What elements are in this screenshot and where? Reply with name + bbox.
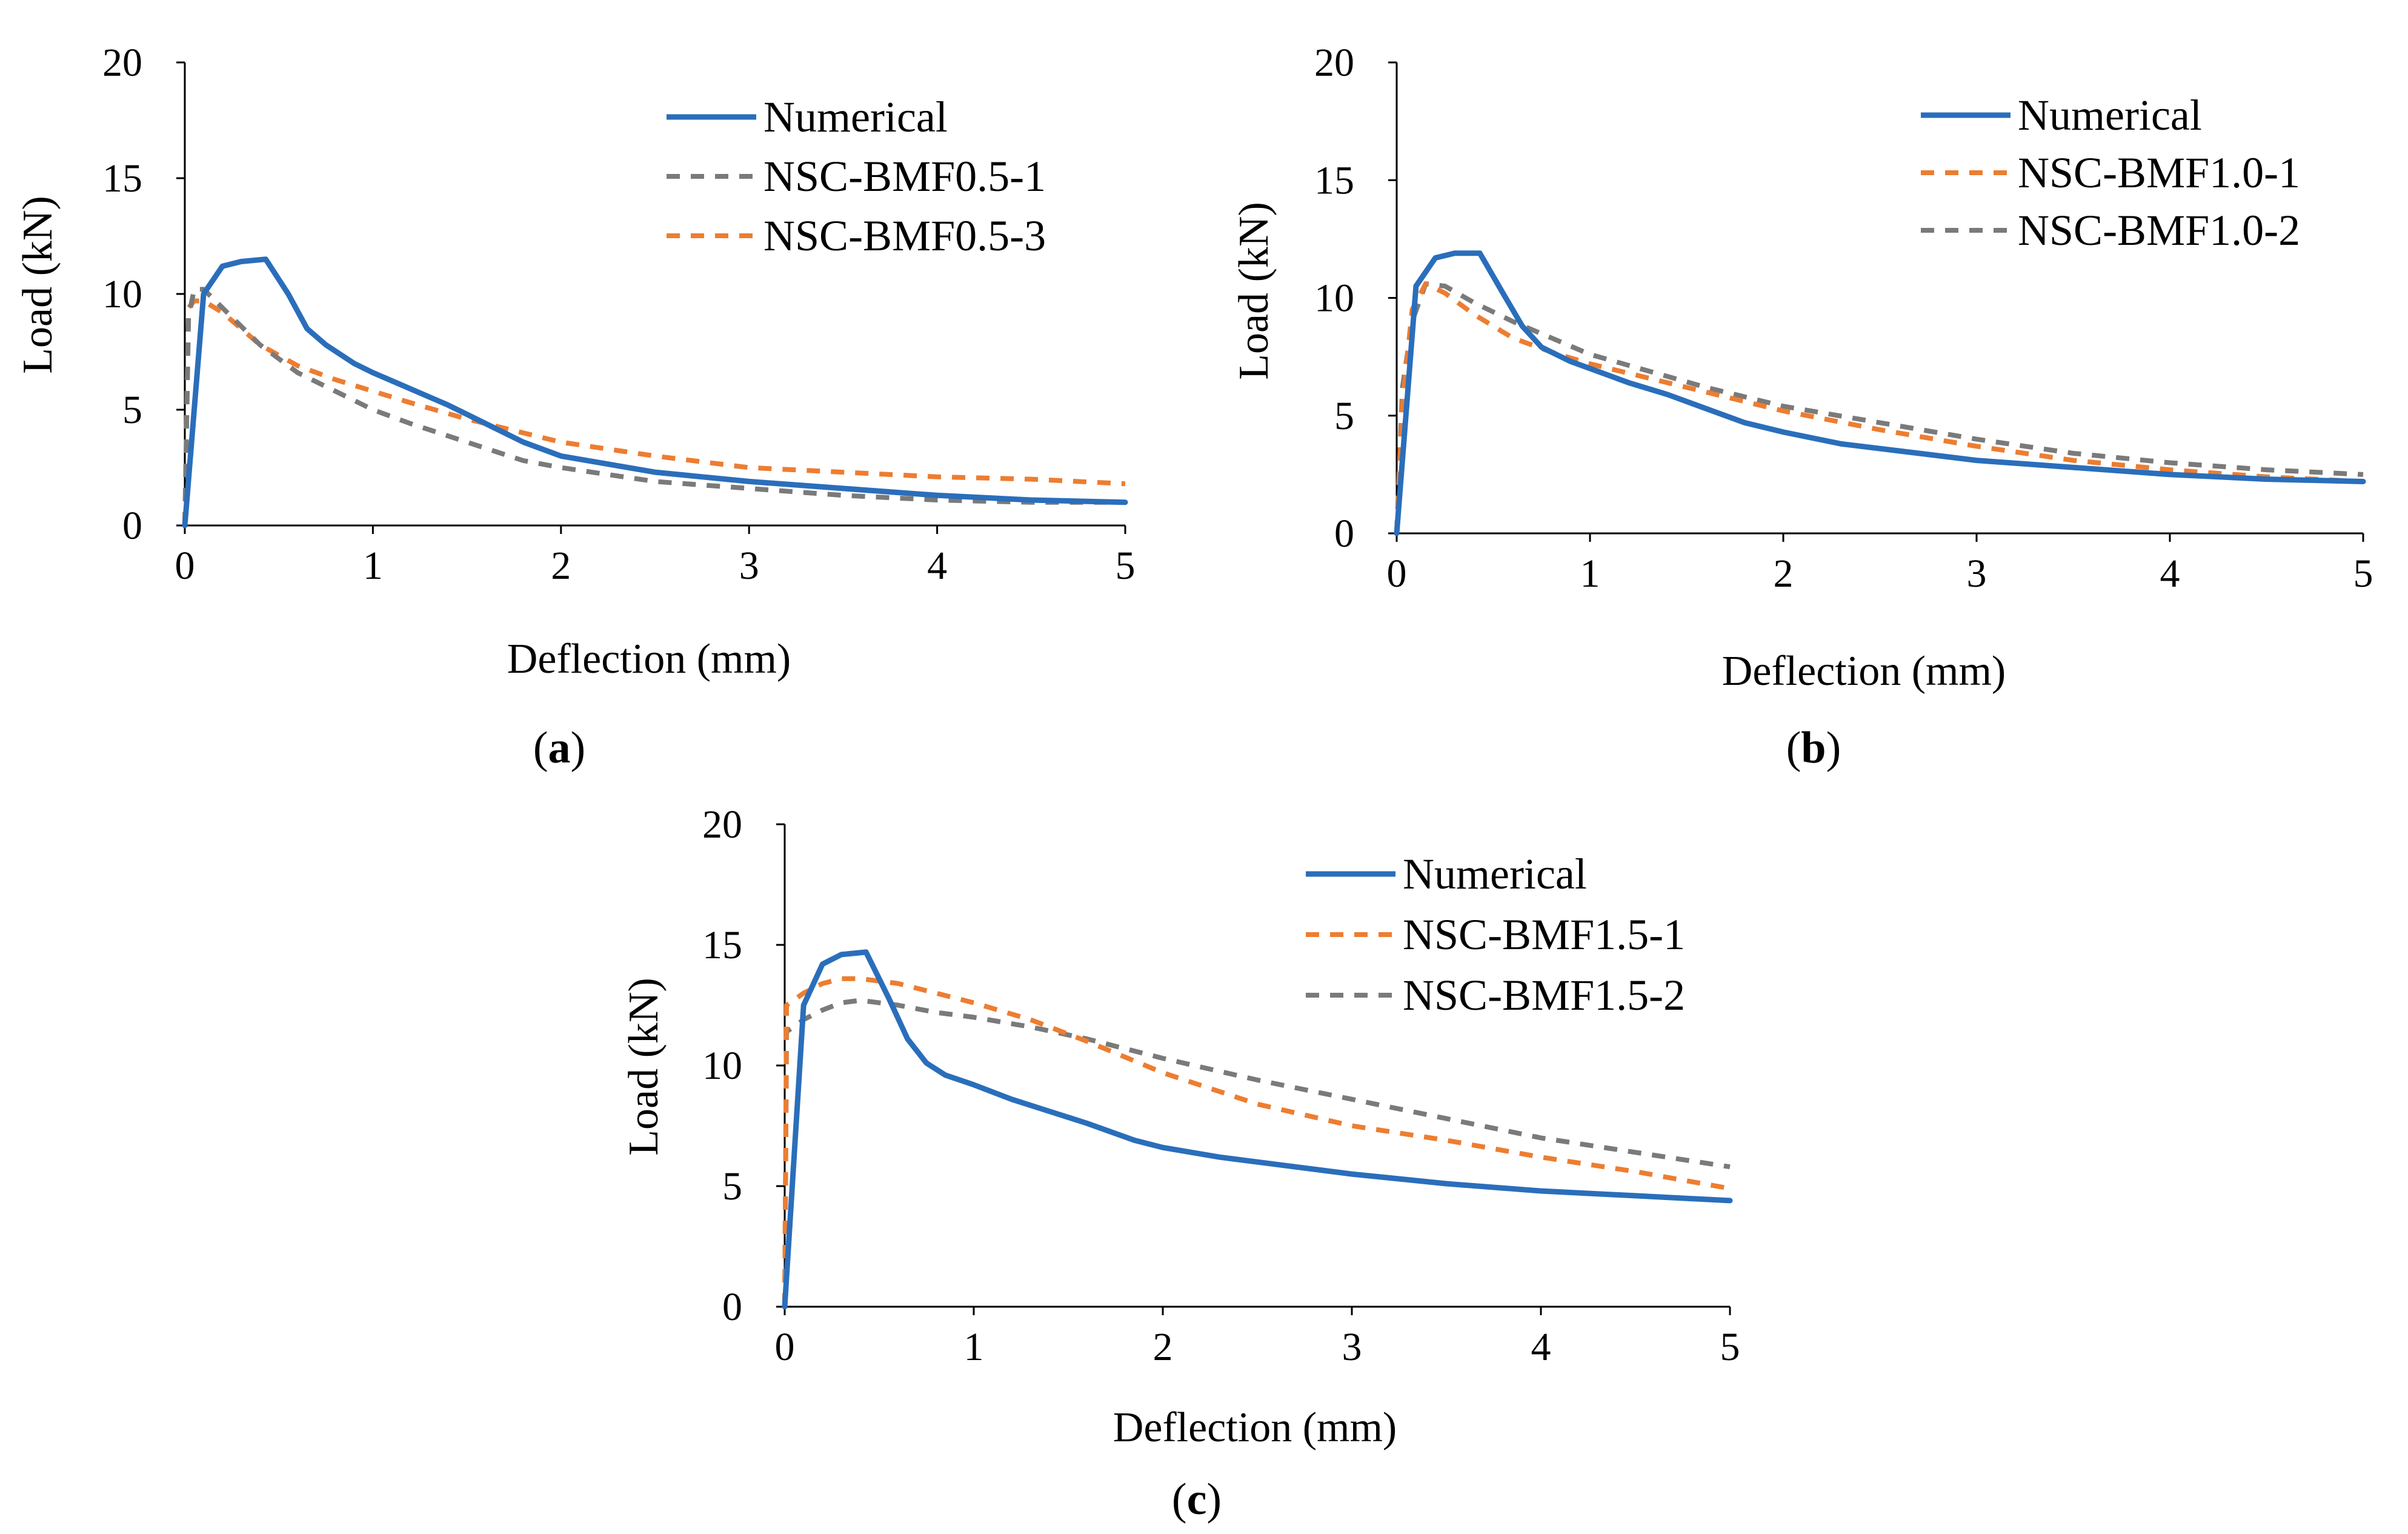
series-line-numerical-c bbox=[782, 949, 1733, 1310]
y-tick-label-c: 0 bbox=[722, 1285, 742, 1329]
x-tick-label-a: 2 bbox=[551, 544, 571, 588]
legend-label-numerical-c: Numerical bbox=[1403, 850, 1587, 898]
series-line-nsc-bmf1-0-1-b bbox=[1394, 281, 2364, 534]
legend-label-nsc-bmf0-5-1-a: NSC-BMF0.5-1 bbox=[763, 152, 1046, 201]
y-tick-label-b: 10 bbox=[1314, 276, 1354, 321]
x-axis-label-b: Deflection (mm) bbox=[1722, 648, 2006, 695]
panel-caption-c: (c) bbox=[1172, 1475, 1222, 1524]
y-tick-label-c: 5 bbox=[722, 1164, 742, 1209]
x-tick-label-a: 0 bbox=[175, 544, 195, 588]
series-line-nsc-bmf1-0-2-b bbox=[1394, 281, 2364, 534]
x-tick-label-c: 2 bbox=[1153, 1325, 1173, 1369]
caption-letter-c: c bbox=[1187, 1475, 1207, 1524]
x-tick-label-b: 4 bbox=[2160, 552, 2180, 596]
x-tick-label-b: 0 bbox=[1387, 552, 1407, 596]
y-axis-label-c: Load (kN) bbox=[620, 978, 667, 1156]
panel-caption-a: (a) bbox=[533, 723, 585, 773]
y-tick-label-a: 10 bbox=[102, 272, 142, 316]
series-line-numerical-a bbox=[182, 256, 1128, 529]
x-axis-label-a: Deflection (mm) bbox=[507, 636, 791, 682]
legend-label-nsc-bmf1-5-2-c: NSC-BMF1.5-2 bbox=[1403, 971, 1685, 1019]
y-tick-label-a: 15 bbox=[102, 156, 142, 201]
y-tick-label-c: 15 bbox=[702, 923, 742, 967]
x-tick-label-a: 5 bbox=[1116, 544, 1136, 588]
legend-label-nsc-bmf1-5-1-c: NSC-BMF1.5-1 bbox=[1403, 910, 1685, 959]
legend-label-numerical-b: Numerical bbox=[2018, 91, 2202, 139]
y-tick-label-c: 20 bbox=[702, 802, 742, 847]
y-tick-label-c: 10 bbox=[702, 1044, 742, 1088]
y-tick-label-a: 5 bbox=[122, 388, 142, 432]
y-axis-label-a: Load (kN) bbox=[15, 196, 61, 374]
y-tick-label-b: 0 bbox=[1334, 512, 1354, 556]
legend-label-nsc-bmf1-0-2-b: NSC-BMF1.0-2 bbox=[2018, 206, 2300, 255]
x-tick-label-c: 5 bbox=[1720, 1325, 1740, 1369]
x-tick-label-c: 3 bbox=[1342, 1325, 1362, 1369]
panel-caption-b: (b) bbox=[1786, 723, 1841, 773]
x-tick-label-c: 0 bbox=[775, 1325, 795, 1369]
x-tick-label-c: 1 bbox=[964, 1325, 984, 1369]
series-line-nsc-bmf0-5-1-a bbox=[182, 287, 1125, 526]
chart-panel-c: 0 1 2 3 4 5 0 5 10 15 20 Numerical NSC-BMF1.5-1 NSC-B… bbox=[620, 802, 1740, 1524]
series-line-numerical-b bbox=[1394, 250, 2366, 536]
x-tick-label-c: 4 bbox=[1531, 1325, 1551, 1369]
y-tick-label-b: 5 bbox=[1334, 394, 1354, 438]
series-line-nsc-bmf0-5-3-a bbox=[182, 298, 1126, 526]
y-tick-label-b: 20 bbox=[1314, 41, 1354, 85]
series-line-nsc-bmf1-5-2-c bbox=[782, 998, 1731, 1307]
caption-letter-b: b bbox=[1801, 723, 1826, 773]
legend-label-numerical-a: Numerical bbox=[763, 93, 948, 141]
x-tick-label-a: 1 bbox=[363, 544, 383, 588]
chart-panel-a: 0 1 2 3 4 5 0 5 10 15 20 Numerical NSC-BMF0.5-1 NSC-B… bbox=[15, 41, 1136, 773]
legend-label-nsc-bmf0-5-3-a: NSC-BMF0.5-3 bbox=[763, 212, 1046, 260]
y-tick-label-a: 20 bbox=[102, 41, 142, 85]
plot-elements-b: 0 1 2 3 4 5 0 5 10 15 20 Numerical NSC-BMF1.0-1 NSC-B… bbox=[1314, 41, 2373, 596]
y-axis-label-b: Load (kN) bbox=[1231, 202, 1277, 380]
x-tick-label-b: 2 bbox=[1774, 552, 1794, 596]
x-tick-label-a: 4 bbox=[927, 544, 947, 588]
plot-elements-c: 0 1 2 3 4 5 0 5 10 15 20 Numerical NSC-BMF1.5-1 NSC-B… bbox=[702, 802, 1740, 1369]
x-tick-label-b: 3 bbox=[1967, 552, 1987, 596]
plot-elements-a: 0 1 2 3 4 5 0 5 10 15 20 Numerical NSC-BMF0.5-1 NSC-B… bbox=[102, 41, 1136, 588]
x-tick-label-a: 3 bbox=[739, 544, 759, 588]
x-tick-label-b: 5 bbox=[2353, 552, 2373, 596]
caption-letter-a: a bbox=[548, 723, 571, 773]
legend-label-nsc-bmf1-0-1-b: NSC-BMF1.0-1 bbox=[2018, 148, 2300, 197]
y-tick-label-b: 15 bbox=[1314, 158, 1354, 202]
series-line-nsc-bmf1-5-1-c bbox=[782, 976, 1731, 1307]
x-axis-label-c: Deflection (mm) bbox=[1113, 1404, 1397, 1451]
chart-panel-b: 0 1 2 3 4 5 0 5 10 15 20 Numerical NSC-BMF1.0-1 NSC-B… bbox=[1231, 41, 2373, 773]
x-tick-label-b: 1 bbox=[1580, 552, 1600, 596]
y-tick-label-a: 0 bbox=[122, 504, 142, 548]
